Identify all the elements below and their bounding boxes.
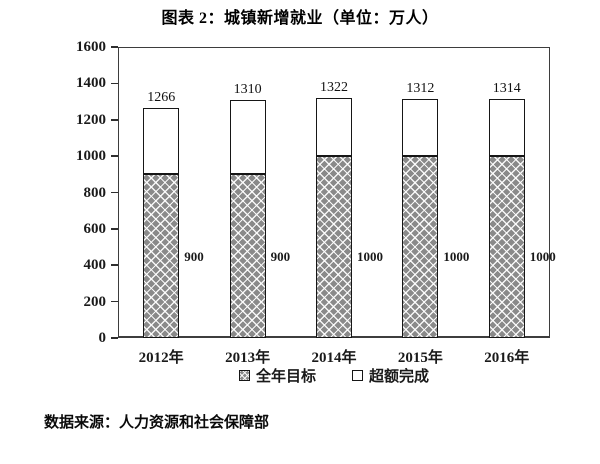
bar-segment-label: 900 <box>184 249 204 265</box>
source-note: 数据来源：人力资源和社会保障部 <box>44 414 270 431</box>
y-axis-tick-label: 800 <box>83 184 107 201</box>
y-axis-tick-label: 1600 <box>76 39 106 55</box>
bar-segment-label: 1000 <box>529 249 556 265</box>
x-axis-label: 2014年 <box>311 350 357 366</box>
y-axis-tick-label: 1400 <box>76 75 106 92</box>
legend: 全年目标 超额完成 <box>118 365 550 386</box>
y-axis-tick-label: 200 <box>83 293 107 310</box>
bar-total-label: 1312 <box>406 81 435 97</box>
bar-total-label: 1322 <box>320 79 348 95</box>
y-axis-tick <box>111 155 118 157</box>
legend-item-target: 全年目标 <box>238 365 316 386</box>
bar-overflow-segment <box>316 97 352 157</box>
bar-segment-label: 1000 <box>443 249 470 265</box>
y-axis-tick-label: 1200 <box>76 111 106 128</box>
legend-item-overflow: 超额完成 <box>352 365 429 386</box>
y-axis-tick-label: 600 <box>83 220 107 237</box>
bar-total-label: 1314 <box>492 81 521 97</box>
y-axis-tick-label: 0 <box>98 330 107 346</box>
bar-overflow-segment <box>229 99 266 175</box>
y-axis-tick <box>111 118 118 121</box>
bar-segment-label: 1000 <box>357 249 383 265</box>
bar-total-label: 1266 <box>147 89 176 105</box>
y-axis-tick <box>111 46 118 48</box>
bar-overflow-segment <box>402 99 439 157</box>
y-axis-tick-label: 400 <box>83 257 107 274</box>
hatched-swatch-icon <box>238 369 250 381</box>
legend-label-overflow: 超额完成 <box>369 368 430 385</box>
bar-target-segment <box>402 156 439 338</box>
y-axis-tick <box>111 264 118 267</box>
bar-overflow-segment <box>488 99 525 157</box>
legend-label-target: 全年目标 <box>255 368 316 385</box>
bar-target-segment <box>316 156 352 338</box>
x-axis-label: 2013年 <box>225 350 271 366</box>
y-axis-tick <box>111 337 118 339</box>
y-axis-tick <box>111 82 118 85</box>
bar-target-segment <box>229 174 266 338</box>
white-swatch-icon <box>352 369 363 381</box>
chart-title: 图表 2：城镇新增就业（单位：万人） <box>161 10 439 27</box>
x-axis-label: 2012年 <box>138 350 184 366</box>
y-axis-tick <box>111 228 118 230</box>
y-axis-tick <box>111 191 118 194</box>
bar-segment-label: 900 <box>270 249 291 265</box>
y-axis-tick-label: 1000 <box>76 148 106 165</box>
bar-target-segment <box>488 156 525 338</box>
bar-overflow-segment <box>143 107 180 175</box>
y-axis-tick <box>111 300 118 303</box>
x-axis-label: 2015年 <box>397 350 443 366</box>
x-axis-label: 2016年 <box>484 350 530 366</box>
bar-target-segment <box>143 174 180 338</box>
bar-total-label: 1310 <box>233 81 262 97</box>
